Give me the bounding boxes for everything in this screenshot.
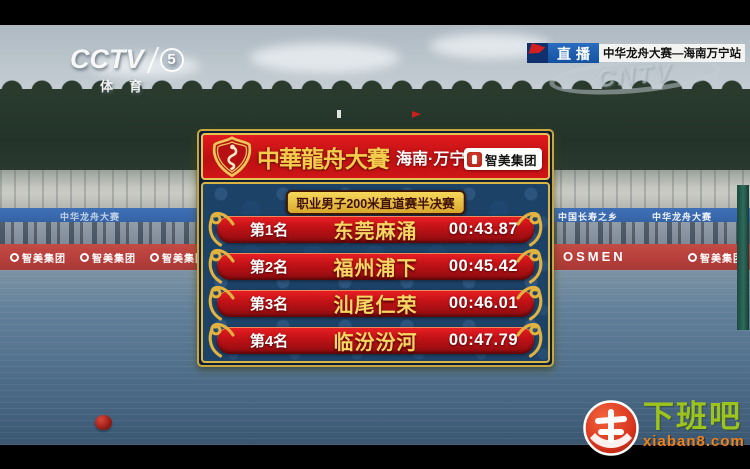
team-name: 福州浦下 — [333, 258, 418, 280]
dragon-ornament-icon — [208, 322, 235, 358]
dragon-ornament-icon — [208, 285, 235, 321]
sponsor-name: 智美集团 — [484, 153, 537, 168]
sponsor-icon — [466, 151, 482, 167]
panel-body: 职业男子200米直道赛半决赛 第1名 东莞麻涌 00:43.87 第2名 福州浦… — [201, 182, 550, 363]
result-row-2: 第2名 福州浦下 00:45.42 — [208, 248, 543, 284]
rank-label: 第1名 — [249, 222, 289, 239]
live-badge-group: 直播 中华龙舟大赛—海南万宁站 — [527, 43, 745, 63]
pennant-flag-icon — [527, 43, 548, 63]
sponsor-ring-icon — [150, 253, 159, 262]
blue-banner-text: 中国长寿之乡 — [558, 212, 619, 222]
finish-time: 00:43.87 — [448, 220, 518, 238]
team-name: 临汾汾河 — [333, 332, 418, 354]
site-url: xiaban8.com — [643, 433, 745, 450]
site-logo-icon — [583, 400, 639, 456]
cloud — [250, 43, 400, 73]
finish-time: 00:46.01 — [448, 294, 518, 312]
results-panel: 中華龍舟大賽 海南·万宁 智美集团 职业男子200米直道赛半决赛 第1名 东莞麻… — [197, 129, 554, 367]
sponsor-ring-icon — [688, 253, 697, 262]
site-name: 下班吧 — [643, 399, 742, 434]
program-title: 中华龙舟大赛—海南万宁站 — [599, 44, 745, 62]
cctv-channel-logo: CCTV 5 体育 — [70, 44, 184, 95]
finish-time: 00:47.79 — [448, 331, 518, 349]
distant-white-flag — [337, 110, 341, 118]
sponsor-ring-icon — [80, 253, 89, 262]
sponsor-ring-icon — [10, 253, 19, 262]
banner-store: OSMEN — [563, 249, 626, 264]
red-buoy — [95, 415, 112, 430]
heat-title: 职业男子200米直道赛半决赛 — [285, 190, 466, 215]
result-row-3: 第3名 汕尾仁荣 00:46.01 — [208, 285, 543, 321]
distant-red-flag — [412, 111, 421, 118]
banner-sponsor: 智美集团 — [150, 250, 206, 265]
dragon-ornament-icon — [516, 285, 543, 321]
finish-time: 00:45.42 — [448, 257, 518, 275]
letterbox-top — [0, 0, 750, 25]
live-badge: 直播 — [548, 43, 599, 63]
team-name: 东莞麻涌 — [333, 221, 418, 243]
sponsor-logo-box: 智美集团 — [463, 148, 542, 170]
team-name: 汕尾仁荣 — [333, 295, 418, 317]
event-title: 中華龍舟大賽 — [257, 146, 390, 172]
results-rows: 第1名 东莞麻涌 00:43.87 第2名 福州浦下 00:45.42 第3名 … — [203, 211, 548, 364]
dragon-ornament-icon — [516, 248, 543, 284]
dragon-ornament-icon — [208, 211, 235, 247]
event-location: 海南·万宁 — [396, 150, 466, 168]
rank-label: 第4名 — [249, 333, 289, 350]
result-row-1: 第1名 东莞麻涌 00:43.87 — [208, 211, 543, 247]
blue-banner-text: 中华龙舟大赛 — [60, 212, 121, 222]
dragon-ornament-icon — [516, 211, 543, 247]
dragon-shield-emblem — [212, 135, 252, 177]
dragon-ornament-icon — [516, 322, 543, 358]
green-pole — [737, 185, 749, 330]
rank-label: 第3名 — [249, 296, 289, 313]
banner-sponsor: 智美集团 — [80, 250, 136, 265]
banner-sponsor: 智美集团 — [10, 250, 66, 265]
panel-header: 中華龍舟大賽 海南·万宁 智美集团 — [201, 133, 550, 180]
cctv-slash-divider — [146, 46, 159, 73]
cctv-tagline: 体育 — [100, 79, 159, 94]
blue-banner-text: 中华龙舟大赛 — [652, 212, 713, 222]
site-watermark: 下班吧 xiaban8.com — [583, 400, 745, 456]
dragon-ornament-icon — [208, 248, 235, 284]
cctv-wordmark: CCTV — [70, 44, 144, 74]
result-row-4: 第4名 临汾汾河 00:47.79 — [208, 322, 543, 358]
rank-label: 第2名 — [249, 259, 289, 276]
cctv-channel-number: 5 — [159, 47, 184, 72]
banner-sponsor: 智美集团 — [688, 250, 744, 265]
